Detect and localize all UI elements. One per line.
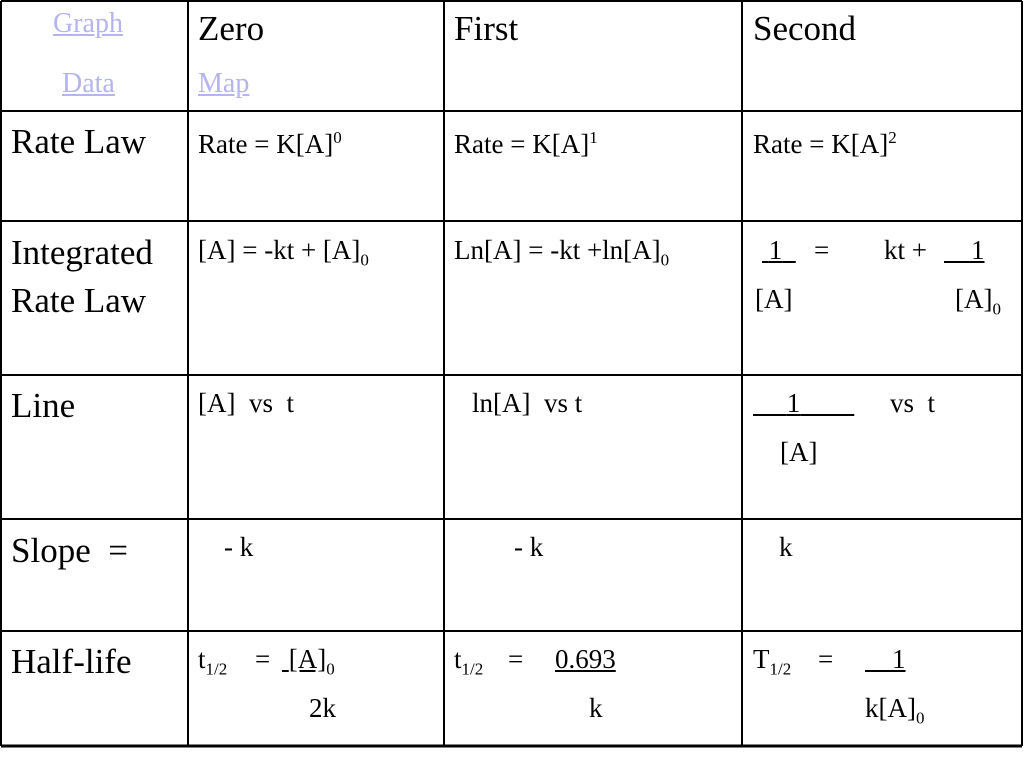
line-first: ln[A] vs t [472,388,583,418]
header-first: First [454,9,519,48]
integrated-second-den1: [A] [755,284,793,314]
rate-law-zero: Rate = K[A]0 [198,128,342,159]
integrated-zero: [A] = -kt + [A]0 [198,235,369,270]
half-life-zero-t: t1/2 [198,644,228,679]
integrated-second-num1: 1 [768,235,783,265]
half-life-first-eq: = [508,644,524,674]
line-zero: [A] vs t [198,388,294,418]
graph-link[interactable]: Graph [53,8,123,39]
half-life-second-num: 1 [892,644,906,674]
half-life-second-eq: = [818,644,834,674]
slope-zero: - k [224,532,254,562]
line-second-vs: vs t [890,388,936,418]
integrated-first: Ln[A] = -kt +ln[A]0 [454,235,670,270]
data-link[interactable]: Data [62,68,115,99]
header-second: Second [753,9,857,48]
integrated-second-den2: [A]0 [955,284,1001,319]
integrated-second-num2: 1 [971,235,985,265]
label-rate-law: Rate Law [11,122,147,161]
line-second-den: [A] [780,437,818,467]
line-second-num: 1 [786,388,801,418]
header-zero: Zero [198,9,265,48]
half-life-zero-eq: = [255,644,271,674]
label-line: Line [11,386,76,425]
half-life-first-t: t1/2 [454,644,484,679]
integrated-second-kt: kt + [884,235,927,265]
label-half-life: Half-life [11,642,132,681]
slope-first: - k [514,532,544,562]
half-life-second-den: k[A]0 [865,693,925,728]
integrated-second-eq: = [814,235,830,265]
half-life-first-den: k [589,693,603,723]
rate-law-first: Rate = K[A]1 [454,128,598,159]
slope-second: k [779,532,793,562]
half-life-second-t: T1/2 [753,644,792,679]
half-life-zero-den: 2k [309,693,336,723]
map-link[interactable]: Map [198,68,250,99]
rate-law-second: Rate = K[A]2 [753,128,897,159]
half-life-first-num: 0.693 [555,644,616,674]
half-life-zero-num: [A]0 [288,644,335,679]
label-slope: Slope = [11,531,128,570]
label-integrated-rate-law: Integrated Rate Law [11,233,153,320]
